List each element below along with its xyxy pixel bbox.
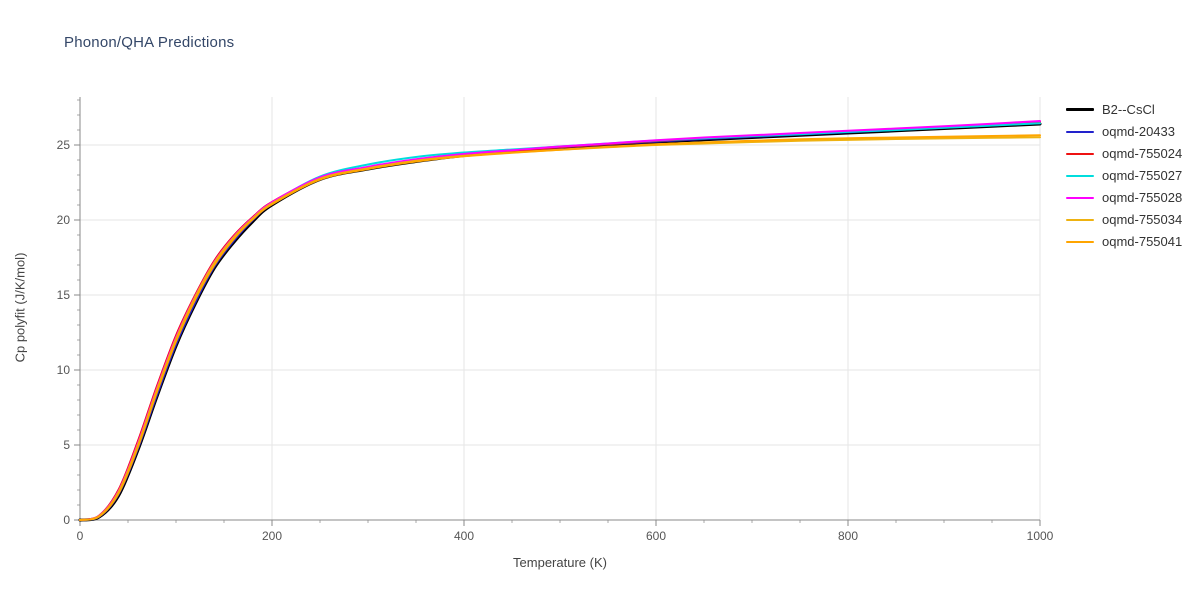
y-tick-label: 10 (57, 363, 71, 377)
legend-item: oqmd-755024 (1066, 146, 1183, 161)
legend-label: oqmd-20433 (1102, 124, 1175, 139)
x-tick-label: 1000 (1027, 529, 1054, 543)
x-tick-label: 0 (77, 529, 84, 543)
legend-label: oqmd-755024 (1102, 146, 1183, 161)
x-tick-label: 600 (646, 529, 666, 543)
y-tick-label: 25 (57, 138, 71, 152)
series-line-B2--CsCl (78, 122, 1042, 522)
legend-label: oqmd-755028 (1102, 190, 1183, 205)
x-tick-label: 800 (838, 529, 858, 543)
legend-item: oqmd-755041 (1066, 234, 1183, 249)
legend-item: oqmd-20433 (1066, 124, 1182, 139)
series-line-oqmd-755024 (79, 120, 1041, 521)
series-line-oqmd-755027 (79, 122, 1041, 521)
y-tick-label: 15 (57, 288, 71, 302)
y-tick-label: 0 (63, 513, 70, 527)
legend-swatch (1066, 218, 1094, 221)
legend-swatch (1066, 152, 1094, 155)
legend-swatch (1066, 196, 1094, 199)
y-tick-label: 5 (63, 438, 70, 452)
x-axis-label: Temperature (K) (513, 555, 607, 570)
x-tick-label: 400 (454, 529, 474, 543)
legend-swatch (1066, 130, 1094, 133)
legend-swatch (1066, 174, 1094, 177)
legend-swatch (1066, 240, 1094, 243)
series-line-oqmd-20433 (79, 122, 1041, 521)
x-tick-label: 200 (262, 529, 282, 543)
series-line-oqmd-755028 (79, 120, 1041, 521)
legend-label: oqmd-755034 (1102, 212, 1183, 227)
legend: B2--CsCl oqmd-20433 oqmd-755024 oqmd-755027… (1066, 102, 1183, 249)
legend-item: oqmd-755034 (1066, 212, 1183, 227)
legend-item: oqmd-755027 (1066, 168, 1183, 183)
series-line-oqmd-755041 (79, 134, 1041, 521)
y-tick-label: 20 (57, 213, 71, 227)
legend-label: oqmd-755041 (1102, 234, 1183, 249)
legend-label: oqmd-755027 (1102, 168, 1183, 183)
chart-title: Phonon/QHA Predictions (64, 34, 235, 51)
legend-item: oqmd-755028 (1066, 190, 1183, 205)
legend-item: B2--CsCl (1066, 102, 1182, 117)
series-line-oqmd-755034 (79, 136, 1041, 521)
y-axis-label: Cp polyfit (J/K/mol) (12, 252, 28, 363)
legend-label: B2--CsCl (1102, 102, 1155, 117)
legend-swatch (1066, 108, 1094, 111)
